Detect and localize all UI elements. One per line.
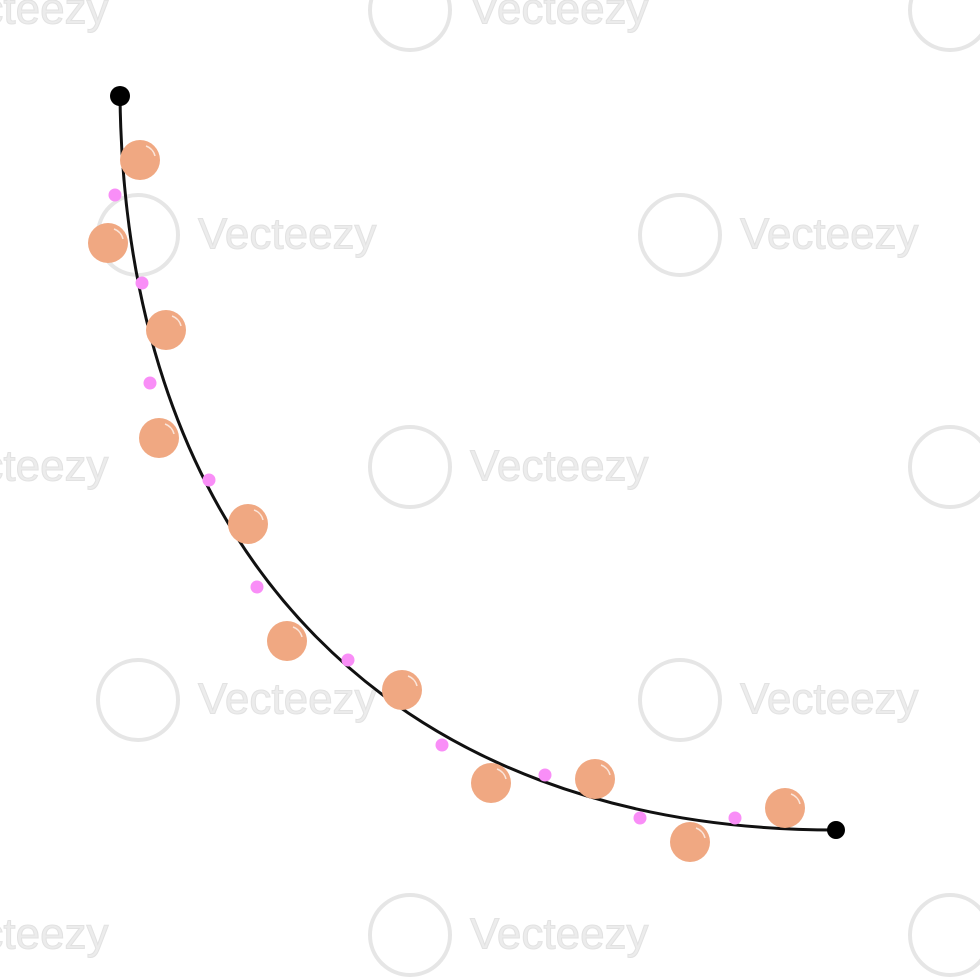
bead xyxy=(139,418,179,458)
string-end xyxy=(110,86,130,106)
bead xyxy=(88,223,128,263)
small-bead xyxy=(538,768,552,782)
watermark-text: Vecteezy xyxy=(0,910,109,959)
bead-shine xyxy=(113,228,124,240)
watermark-logo xyxy=(908,893,980,977)
bead xyxy=(471,763,511,803)
watermark-text: Vecteezy xyxy=(0,0,109,34)
small-bead xyxy=(202,473,216,487)
bead-shine xyxy=(695,827,706,839)
small-bead xyxy=(250,580,264,594)
bead-shine xyxy=(145,145,156,157)
small-bead xyxy=(135,276,149,290)
watermark-text: Vecteezy xyxy=(470,442,649,491)
watermark-logo xyxy=(368,425,452,509)
watermark-text: Vecteezy xyxy=(198,210,377,259)
watermark-logo xyxy=(368,893,452,977)
watermark-logo xyxy=(908,425,980,509)
small-bead xyxy=(108,188,122,202)
bead xyxy=(146,310,186,350)
watermark-logo xyxy=(96,658,180,742)
bead-shine xyxy=(171,315,182,327)
watermark-logo xyxy=(368,0,452,52)
small-bead xyxy=(143,376,157,390)
bead-shine xyxy=(496,768,507,780)
bead xyxy=(575,759,615,799)
small-bead xyxy=(633,811,647,825)
bead xyxy=(120,140,160,180)
watermark-logo xyxy=(908,0,980,52)
bead-shine xyxy=(790,793,801,805)
bead-shine xyxy=(164,423,175,435)
small-bead xyxy=(341,653,355,667)
bead-shine xyxy=(292,626,303,638)
bead xyxy=(228,504,268,544)
bead-shine xyxy=(600,764,611,776)
bead xyxy=(267,621,307,661)
bead xyxy=(765,788,805,828)
bead xyxy=(382,670,422,710)
watermark-text: Vecteezy xyxy=(470,0,649,34)
beads xyxy=(88,140,805,862)
small-bead xyxy=(435,738,449,752)
bead xyxy=(670,822,710,862)
watermark-text: Vecteezy xyxy=(740,675,919,724)
bead-shine xyxy=(407,675,418,687)
watermark-text: Vecteezy xyxy=(0,442,109,491)
watermark-text: Vecteezy xyxy=(740,210,919,259)
watermark-logo xyxy=(638,193,722,277)
small-bead xyxy=(728,811,742,825)
watermark-text: Vecteezy xyxy=(470,910,649,959)
watermark-logo xyxy=(638,658,722,742)
watermark-text: Vecteezy xyxy=(198,675,377,724)
string-end xyxy=(827,821,845,839)
bead-shine xyxy=(253,509,264,521)
